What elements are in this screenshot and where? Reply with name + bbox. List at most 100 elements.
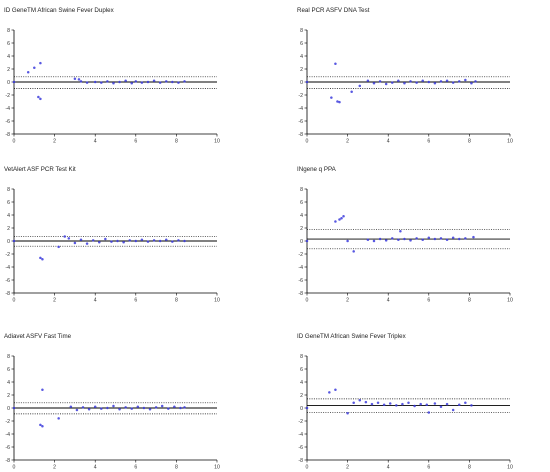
x-tick-label: 0 — [13, 298, 16, 304]
data-point — [33, 66, 36, 69]
data-point — [458, 80, 461, 83]
data-point — [403, 82, 406, 85]
data-point — [474, 80, 477, 83]
data-point — [445, 238, 449, 241]
data-point — [370, 402, 374, 406]
data-point — [100, 81, 103, 84]
x-tick-label: 4 — [94, 465, 97, 471]
data-point — [439, 237, 443, 240]
data-point — [340, 217, 343, 220]
data-point — [134, 80, 138, 83]
y-tick-label: -6 — [5, 445, 10, 451]
data-point — [79, 238, 83, 241]
y-tick-label: -8 — [298, 291, 303, 297]
data-point — [346, 239, 349, 243]
x-tick-label: 4 — [387, 298, 390, 304]
data-point — [305, 239, 309, 243]
y-tick-label: 4 — [7, 54, 10, 60]
x-tick-label: 6 — [134, 298, 137, 304]
y-tick-label: 2 — [7, 67, 10, 73]
data-point — [376, 401, 380, 405]
y-tick-label: 6 — [7, 41, 10, 47]
y-tick-label: -8 — [298, 458, 303, 464]
data-point — [388, 402, 392, 405]
data-point — [81, 406, 85, 409]
y-tick-label: 8 — [300, 354, 303, 360]
data-point — [124, 79, 127, 82]
data-point — [112, 82, 115, 85]
y-tick-label: -2 — [5, 252, 10, 258]
x-tick-label: 10 — [507, 139, 513, 145]
data-point — [439, 80, 443, 83]
data-point — [106, 406, 109, 410]
y-tick-label: 0 — [7, 406, 10, 412]
data-point — [183, 80, 186, 83]
data-point — [427, 411, 431, 414]
data-point — [152, 79, 156, 82]
data-point — [427, 236, 431, 239]
data-point — [112, 404, 115, 408]
data-point — [148, 408, 152, 411]
data-point — [366, 238, 370, 241]
data-point — [122, 241, 125, 244]
data-point — [358, 84, 362, 88]
data-point — [177, 81, 180, 84]
x-tick-label: 10 — [214, 139, 220, 145]
data-point — [364, 400, 368, 404]
y-tick-label: 4 — [300, 54, 303, 60]
y-tick-label: 8 — [300, 28, 303, 34]
y-tick-label: 2 — [300, 226, 303, 232]
data-point — [93, 405, 97, 408]
data-point — [451, 81, 455, 84]
x-tick-label: 6 — [427, 465, 430, 471]
data-point — [37, 95, 40, 99]
data-point — [464, 78, 467, 82]
data-point — [433, 237, 437, 241]
data-point — [91, 239, 95, 242]
x-tick-label: 0 — [13, 139, 16, 145]
chart-title: Adiavet ASFV Fast Time — [4, 333, 72, 340]
data-point — [350, 90, 353, 93]
y-tick-label: -6 — [5, 119, 10, 125]
data-point — [409, 239, 412, 242]
data-point — [445, 79, 449, 82]
data-point — [415, 81, 418, 84]
x-tick-label: 0 — [306, 465, 309, 471]
data-point — [366, 79, 370, 82]
x-tick-label: 10 — [507, 298, 513, 304]
y-tick-label: -8 — [5, 132, 10, 138]
x-tick-label: 10 — [214, 465, 220, 471]
data-point — [146, 240, 150, 243]
x-tick-label: 2 — [53, 139, 56, 145]
data-point — [124, 406, 127, 409]
data-point — [401, 402, 404, 406]
data-point — [57, 245, 60, 249]
y-tick-label: 2 — [300, 67, 303, 73]
data-point — [334, 62, 337, 66]
data-point — [171, 80, 174, 84]
x-tick-label: 8 — [175, 139, 178, 145]
data-point — [425, 403, 429, 406]
chart-title: ID GeneTM African Swine Fever Duplex — [4, 7, 115, 14]
data-point — [358, 398, 362, 402]
data-point — [352, 401, 355, 405]
x-tick-label: 4 — [94, 298, 97, 304]
data-point — [12, 80, 16, 84]
data-point — [118, 80, 121, 84]
data-point — [41, 257, 44, 261]
y-tick-label: 0 — [300, 80, 303, 86]
x-tick-label: 4 — [387, 139, 390, 145]
data-point — [464, 237, 467, 240]
y-tick-label: 4 — [300, 213, 303, 219]
y-tick-label: 8 — [300, 187, 303, 193]
data-point — [98, 241, 101, 244]
x-tick-label: 0 — [13, 465, 16, 471]
data-point — [85, 81, 89, 84]
data-point — [173, 405, 176, 408]
y-tick-label: 2 — [7, 393, 10, 399]
x-tick-label: 4 — [387, 465, 390, 471]
data-point — [85, 242, 89, 245]
data-point — [458, 403, 461, 406]
